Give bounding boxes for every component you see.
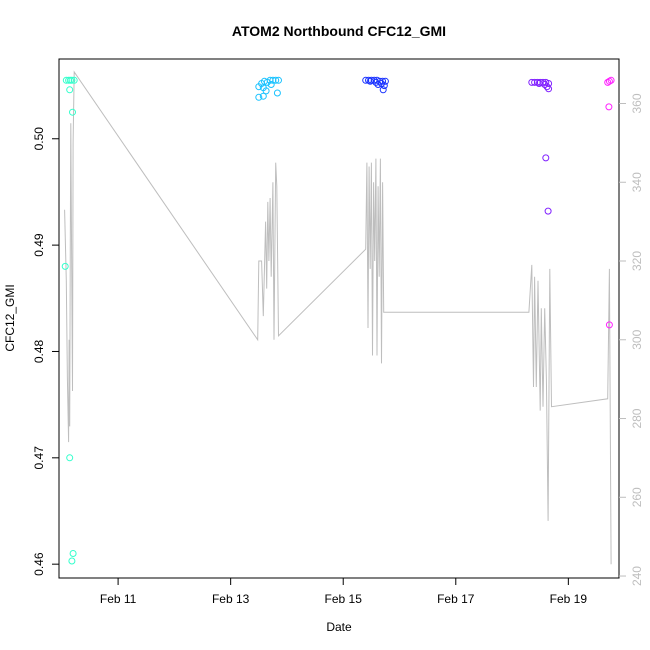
altitude-trace bbox=[64, 70, 612, 565]
data-point bbox=[69, 108, 76, 116]
chart-title: ATOM2 Northbound CFC12_GMI bbox=[232, 23, 446, 39]
data-point bbox=[69, 550, 77, 557]
y-tick-label: 0.50 bbox=[32, 127, 46, 151]
y-axis-right: 240 260 280 300 320 340 360 bbox=[619, 93, 644, 586]
data-point bbox=[68, 557, 76, 565]
data-point bbox=[542, 154, 550, 162]
altitude-trace-line bbox=[64, 70, 612, 565]
data-point bbox=[70, 76, 78, 84]
data-point bbox=[255, 93, 263, 101]
y2-tick-label: 320 bbox=[630, 251, 644, 271]
series-group bbox=[604, 76, 615, 329]
y-tick-label: 0.49 bbox=[32, 233, 46, 257]
data-point bbox=[544, 207, 552, 215]
y2-tick-label: 260 bbox=[630, 487, 644, 507]
data-point bbox=[275, 76, 282, 84]
x-tick-label: Feb 19 bbox=[550, 592, 588, 606]
plot-frame bbox=[58, 58, 620, 579]
x-axis-label: Date bbox=[326, 620, 352, 634]
data-point bbox=[66, 454, 74, 462]
y-tick-label: 0.48 bbox=[32, 339, 46, 363]
data-point bbox=[604, 78, 612, 86]
y2-tick-label: 300 bbox=[630, 329, 644, 349]
y2-tick-label: 340 bbox=[630, 172, 644, 192]
y2-tick-label: 240 bbox=[630, 566, 644, 586]
data-point bbox=[543, 83, 551, 91]
series-group bbox=[255, 76, 282, 101]
data-point bbox=[379, 86, 387, 94]
y-axis-label: CFC12_GMI bbox=[3, 284, 17, 351]
data-point bbox=[380, 82, 388, 90]
y2-tick-label: 280 bbox=[630, 408, 644, 428]
data-point bbox=[259, 92, 267, 100]
data-point bbox=[68, 76, 76, 84]
series-group bbox=[528, 78, 553, 215]
data-point bbox=[605, 77, 613, 85]
y-tick-label: 0.46 bbox=[32, 552, 46, 576]
data-point bbox=[545, 85, 553, 93]
series-group bbox=[362, 76, 389, 94]
data-point bbox=[267, 81, 275, 88]
data-point bbox=[605, 321, 613, 329]
y-axis-left: 0.46 0.47 0.48 0.49 0.50 bbox=[32, 127, 59, 576]
data-point bbox=[605, 103, 613, 111]
x-tick-label: Feb 15 bbox=[325, 592, 363, 606]
data-point bbox=[61, 262, 69, 270]
data-point bbox=[262, 87, 270, 95]
x-tick-label: Feb 11 bbox=[100, 592, 137, 606]
y-tick-label: 0.47 bbox=[32, 446, 46, 470]
data-point bbox=[607, 76, 615, 84]
data-point bbox=[272, 76, 280, 84]
data-point bbox=[541, 81, 549, 88]
x-tick-label: Feb 17 bbox=[437, 592, 475, 606]
x-axis: Feb 11 Feb 13 Feb 15 Feb 17 Feb 19 bbox=[100, 578, 587, 606]
x-tick-label: Feb 13 bbox=[212, 592, 250, 606]
data-point bbox=[381, 77, 389, 85]
data-point bbox=[66, 86, 74, 94]
series-group bbox=[61, 76, 78, 565]
data-point bbox=[273, 89, 281, 97]
y2-tick-label: 360 bbox=[630, 93, 644, 113]
data-points bbox=[61, 76, 615, 565]
